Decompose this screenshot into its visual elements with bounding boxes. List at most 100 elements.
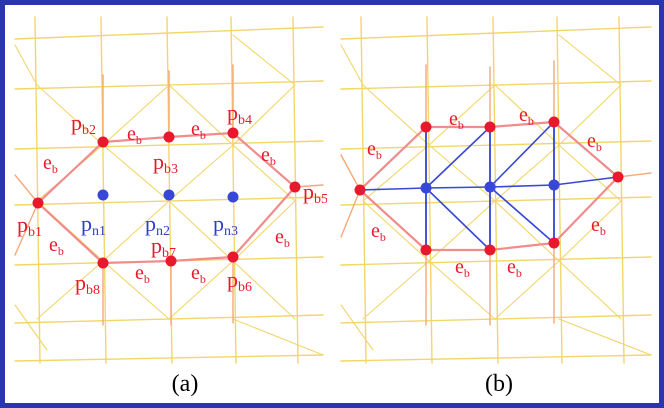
- grid-diagonal: [428, 84, 496, 146]
- outer-edges: [340, 60, 652, 326]
- inner-edge: [489, 184, 555, 188]
- boundary-edge: [231, 131, 297, 189]
- inner-edge: [425, 186, 491, 189]
- inner-point: [548, 179, 560, 191]
- grid-line: [340, 26, 652, 40]
- boundary-point: [548, 116, 560, 128]
- edge-label: eb: [455, 256, 470, 280]
- boundary-point: [97, 257, 109, 269]
- edge-label: eb: [191, 118, 206, 142]
- boundary-edge: [358, 188, 428, 252]
- inner-point: [227, 191, 239, 203]
- grid-diagonal: [232, 200, 296, 262]
- boundary-points: [354, 116, 624, 256]
- grid-diagonal: [14, 304, 48, 351]
- inner-label: pn3: [213, 211, 238, 239]
- edge-label: eb: [591, 214, 606, 238]
- boundary-edge: [36, 201, 105, 265]
- grid-diagonal: [232, 260, 296, 320]
- grid-diagonal: [102, 200, 170, 262]
- grid-diagonal: [494, 200, 560, 262]
- grid-diagonal: [558, 34, 622, 86]
- edge-label: eb: [367, 138, 382, 162]
- grid-diagonal: [168, 144, 234, 202]
- grid-line: [556, 16, 563, 364]
- grid-diagonal: [428, 144, 496, 202]
- grid-diagonal: [494, 260, 560, 320]
- inner-edges: [359, 121, 619, 251]
- outer-edge: [340, 154, 361, 191]
- inner-point: [97, 189, 109, 201]
- boundary-label: pb2: [71, 110, 96, 138]
- boundary-point: [548, 237, 560, 249]
- edge-labels: eb eb eb eb eb eb eb eb: [43, 118, 290, 286]
- boundary-label: pb1: [17, 212, 42, 240]
- edge-label: eb: [191, 262, 206, 286]
- grid-diagonal: [558, 318, 652, 356]
- inner-point: [163, 189, 175, 201]
- inner-edge: [489, 121, 555, 188]
- boundary-point: [612, 171, 624, 183]
- edge-label: eb: [507, 256, 522, 280]
- grid-diagonal: [362, 84, 430, 146]
- background-grid: [340, 16, 652, 364]
- grid-diagonal: [340, 304, 374, 351]
- caption-b: (b): [485, 371, 513, 397]
- grid-line: [618, 16, 625, 364]
- edge-label: eb: [43, 152, 58, 176]
- grid-diagonal: [168, 84, 234, 146]
- boundary-label: pb4: [227, 100, 252, 128]
- boundary-edge: [101, 135, 171, 144]
- outer-edges: [14, 64, 324, 326]
- edge-label: eb: [127, 123, 142, 147]
- boundary-label: pb7: [151, 233, 176, 261]
- boundary-edge: [358, 125, 428, 192]
- grid-diagonal: [558, 200, 622, 262]
- grid-diagonal: [428, 260, 496, 320]
- edge-labels: eb eb eb eb eb eb eb eb: [367, 104, 606, 280]
- grid-diagonal: [14, 44, 38, 86]
- boundary-point: [165, 255, 177, 267]
- grid-line: [14, 26, 324, 40]
- grid-diagonal: [102, 144, 170, 202]
- boundary-point: [227, 251, 239, 263]
- grid-diagonal: [494, 144, 560, 202]
- grid-diagonal: [558, 260, 622, 320]
- inner-label: pn2: [145, 211, 170, 239]
- grid-diagonal: [36, 260, 104, 320]
- boundary-point: [484, 244, 496, 256]
- boundary-edge: [231, 185, 297, 259]
- boundary-edge: [552, 120, 620, 179]
- boundary-edge: [488, 241, 556, 252]
- grid-diagonal: [362, 260, 430, 320]
- boundary-points: [32, 127, 301, 269]
- boundary-point: [97, 136, 109, 148]
- boundary-label: pb5: [303, 179, 328, 207]
- boundary-point: [354, 184, 366, 196]
- grid-diagonal: [362, 144, 430, 202]
- boundary-point: [484, 121, 496, 133]
- grid-diagonal: [36, 84, 104, 146]
- edge-label: eb: [449, 108, 464, 132]
- edge-label: eb: [275, 226, 290, 250]
- boundary-edge: [36, 140, 105, 205]
- boundary-edge: [552, 175, 620, 245]
- grid-line: [34, 16, 41, 364]
- grid-line: [340, 256, 652, 266]
- inner-points: [420, 179, 560, 194]
- grid-diagonal: [168, 260, 234, 320]
- boundary-label: pb8: [75, 270, 100, 298]
- edge-label: eb: [587, 130, 602, 154]
- outer-edge: [340, 189, 361, 238]
- boundary-point: [420, 244, 432, 256]
- edge-label: eb: [261, 144, 276, 168]
- grid-diagonal: [232, 34, 296, 86]
- edge-label: eb: [519, 104, 534, 128]
- boundary-edge: [101, 259, 173, 265]
- outer-edge: [14, 174, 39, 204]
- boundary-edges: [36, 131, 297, 265]
- grid-line: [230, 16, 237, 364]
- panel-separator: [327, 5, 335, 365]
